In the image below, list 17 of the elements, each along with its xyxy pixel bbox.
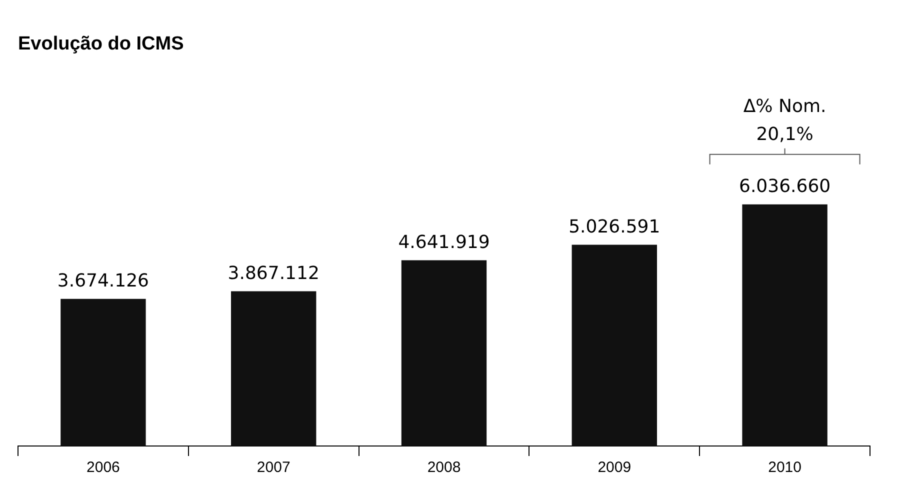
- bar: [572, 244, 657, 446]
- data-label: 5.026.591: [568, 216, 660, 238]
- x-tick-label: 2009: [598, 459, 632, 476]
- bar: [231, 291, 316, 446]
- x-tick-label: 2008: [427, 459, 461, 476]
- x-tick-label: 2007: [256, 459, 290, 476]
- data-label: 4.641.919: [398, 232, 490, 253]
- data-label: 3.674.126: [57, 270, 150, 292]
- chart-title: Evolução do ICMS: [18, 34, 184, 55]
- x-tick-label: 2010: [768, 459, 802, 476]
- bar: [60, 298, 146, 446]
- data-label: 3.867.112: [228, 262, 320, 284]
- data-label: 6.036.660: [738, 176, 831, 198]
- bar: [742, 204, 828, 446]
- annotation: Δ% Nom. 20,1%: [743, 96, 826, 146]
- x-tick-label: 2006: [86, 459, 120, 476]
- bar: [401, 260, 487, 446]
